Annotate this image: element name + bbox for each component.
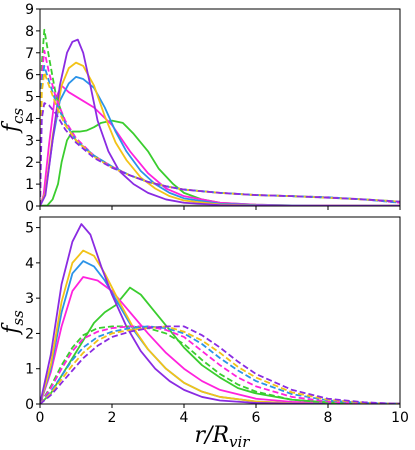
top-ytick-label: 4 xyxy=(25,111,34,127)
top-series-green-dashed xyxy=(40,28,400,206)
top-ytick-label: 8 xyxy=(25,24,34,40)
bottom-xtick-label: 10 xyxy=(391,410,409,426)
top-ytick-label: 1 xyxy=(25,177,34,193)
bottom-xtick-label: 4 xyxy=(180,410,189,426)
bottom-ytick-label: 3 xyxy=(25,291,34,307)
top-ytick-label: 2 xyxy=(25,155,34,171)
top-ytick-label: 0 xyxy=(25,199,34,215)
bottom-series-gold-solid xyxy=(40,249,400,404)
bottom-ytick-label: 2 xyxy=(25,326,34,342)
bottom-series-magenta-dashed xyxy=(40,325,400,404)
bottom-ylabel: fss xyxy=(0,310,27,336)
bottom-xtick-label: 0 xyxy=(36,410,45,426)
top-series-group xyxy=(40,28,400,206)
top-panel: 0 1 2 3 4 5 6 7 8 9 xyxy=(25,2,401,215)
top-ytick-label: 6 xyxy=(25,68,34,84)
bottom-xtick-label: 6 xyxy=(252,410,261,426)
bottom-ytick-label: 1 xyxy=(25,362,34,378)
top-series-purple-solid xyxy=(40,38,400,206)
top-series-purple-dashed xyxy=(40,102,400,206)
bottom-xtick-label: 2 xyxy=(108,410,117,426)
bottom-series-group xyxy=(40,223,400,404)
top-series-gold-dashed xyxy=(40,71,400,206)
top-axes-frame xyxy=(39,8,401,207)
bottom-series-purple-dashed xyxy=(40,325,400,404)
bottom-axes-frame xyxy=(39,216,401,405)
top-series-magenta-dashed xyxy=(40,49,400,206)
top-ytick-label: 3 xyxy=(25,133,34,149)
bottom-series-purple-solid xyxy=(40,223,400,404)
bottom-series-magenta-solid xyxy=(40,276,400,404)
top-ytick-label: 9 xyxy=(25,2,34,18)
top-ytick-label: 5 xyxy=(25,90,34,106)
bottom-ytick-label: 4 xyxy=(25,256,34,272)
top-series-blue-solid xyxy=(40,75,400,206)
bottom-series-blue-dashed xyxy=(40,325,400,404)
bottom-series-green-solid xyxy=(40,286,400,404)
bottom-ytick-label: 0 xyxy=(25,397,34,413)
bottom-ytick-label: 5 xyxy=(25,221,34,237)
top-ytick-label: 7 xyxy=(25,46,34,62)
top-series-gold-solid xyxy=(40,61,400,206)
top-ylabel: fcs xyxy=(0,108,27,135)
x-axis-label: r/Rvir xyxy=(195,423,251,450)
bottom-series-green-dashed xyxy=(40,325,400,404)
bottom-panel: 0 2 4 6 8 10 0 1 2 3 4 5 xyxy=(25,216,409,426)
bottom-xtick-label: 8 xyxy=(324,410,333,426)
